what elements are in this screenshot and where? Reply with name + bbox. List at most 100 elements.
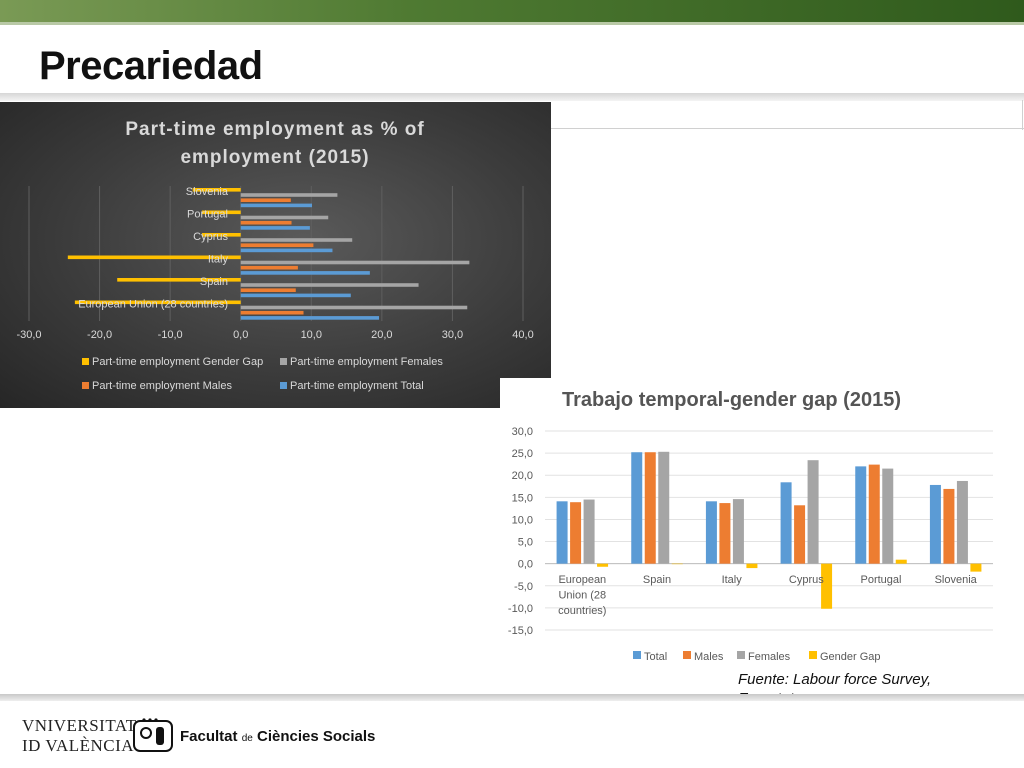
chart1-bar xyxy=(240,288,296,292)
part-time-chart-panel: Part-time employment as % of employment (… xyxy=(0,102,551,408)
content-frame-line xyxy=(551,128,1024,129)
chart1-legend-label: Part-time employment Gender Gap xyxy=(92,356,263,368)
chart2-legend-label: Gender Gap xyxy=(820,651,881,663)
title-divider xyxy=(0,93,1024,101)
chart1-category-label: Cyprus xyxy=(193,231,228,243)
source-line-1: Fuente: Labour force Survey, xyxy=(738,671,932,688)
chart1-legend-swatch xyxy=(280,382,287,389)
chart2-legend-swatch xyxy=(633,651,641,659)
chart2-legend-label: Males xyxy=(694,651,724,663)
chart1-category-label: Spain xyxy=(200,276,228,288)
chart1-title-line-1: Part-time employment as % of xyxy=(125,119,424,140)
chart2-bar xyxy=(597,563,609,567)
chart2-bar xyxy=(570,502,582,564)
chart1-bar xyxy=(240,226,310,230)
university-logo-text: VNIVERSITAT ID VALÈNCIA xyxy=(22,716,137,756)
chart2-legend-label: Females xyxy=(748,651,791,663)
chart1-category-label: Slovenia xyxy=(186,186,229,198)
chart2-bar xyxy=(929,484,941,564)
chart2-bar xyxy=(719,503,731,564)
faculty-word-de: de xyxy=(241,733,253,744)
chart1-bar xyxy=(240,283,419,287)
chart1-legend-label: Part-time employment Females xyxy=(290,356,443,368)
chart1-x-tick-label: 0,0 xyxy=(233,329,248,341)
chart2-y-tick-label: 30,0 xyxy=(512,426,533,438)
chart2-bar xyxy=(658,451,670,564)
chart2-title: Trabajo temporal-gender gap (2015) xyxy=(562,389,901,411)
chart1-bar xyxy=(240,220,292,225)
top-banner-line xyxy=(0,22,1024,25)
chart1-bar xyxy=(240,238,353,242)
chart2-category-label: European xyxy=(558,574,606,586)
chart2-legend-label: Total xyxy=(644,651,667,663)
chart2-bar xyxy=(943,488,955,564)
part-time-chart: Part-time employment as % of employment (… xyxy=(16,119,533,392)
chart1-x-tick-label: 30,0 xyxy=(442,329,463,341)
chart1-bar xyxy=(240,310,304,315)
chart2-legend-swatch xyxy=(683,651,691,659)
chart1-bar xyxy=(201,210,241,215)
chart2-bar xyxy=(583,499,595,564)
faculty-name: Facultat de Ciències Socials xyxy=(180,728,375,745)
chart2-y-tick-label: 20,0 xyxy=(512,470,533,482)
chart2-bar xyxy=(732,499,744,564)
chart2-bar xyxy=(746,563,758,569)
slide-title: Precariedad xyxy=(39,44,263,88)
chart2-bar xyxy=(807,460,819,564)
chart2-bar xyxy=(631,452,643,564)
chart2-bar xyxy=(882,468,894,564)
faculty-emblem-icon xyxy=(133,718,173,752)
chart1-bar xyxy=(240,316,380,320)
university-name-line-2: ID VALÈNCIA xyxy=(22,736,135,755)
chart1-title-line-2: employment (2015) xyxy=(180,147,369,168)
chart1-bar xyxy=(240,305,468,310)
content-frame-edge xyxy=(1022,100,1023,130)
faculty-word-socials: Socials xyxy=(322,728,376,745)
bottom-divider xyxy=(0,694,1024,701)
chart2-bar xyxy=(794,505,806,564)
chart1-legend-swatch xyxy=(82,382,89,389)
chart2-bar xyxy=(895,559,907,564)
chart1-category-label: European Union (28 countries) xyxy=(78,299,228,311)
chart2-bar xyxy=(956,480,968,564)
temporal-chart-panel: Trabajo temporal-gender gap (2015) -15,0 -… xyxy=(500,378,1010,673)
chart2-y-tick-label: 15,0 xyxy=(512,492,533,504)
chart2-bar xyxy=(868,464,880,564)
chart1-bar xyxy=(240,265,298,270)
chart2-y-tick-label: 5,0 xyxy=(518,537,533,549)
chart1-bar xyxy=(192,188,241,192)
chart1-bar xyxy=(240,203,312,208)
temporal-chart: Trabajo temporal-gender gap (2015) -15,0 -… xyxy=(508,389,993,663)
chart1-legend-label: Part-time employment Males xyxy=(92,380,232,392)
chart1-x-tick-label: -30,0 xyxy=(16,329,41,341)
chart2-bar xyxy=(970,563,982,572)
chart1-bar xyxy=(201,233,241,237)
chart1-x-tick-label: -10,0 xyxy=(158,329,183,341)
chart2-y-tick-label: -15,0 xyxy=(508,625,533,637)
chart2-category-label: Spain xyxy=(643,574,671,586)
chart1-category-label: Portugal xyxy=(187,209,228,221)
chart1-bar xyxy=(240,215,329,220)
chart1-bar xyxy=(67,255,241,260)
university-name-line-1: VNIVERSITAT xyxy=(22,716,137,735)
chart1-x-tick-label: 10,0 xyxy=(301,329,322,341)
chart2-bar xyxy=(644,452,656,564)
chart2-y-tick-label: 10,0 xyxy=(512,514,533,526)
faculty-word-ciencies: Ciències xyxy=(256,728,319,745)
chart1-x-tick-label: -20,0 xyxy=(87,329,112,341)
chart2-bar xyxy=(780,482,792,564)
chart1-bar xyxy=(117,278,241,282)
chart2-category-label: Portugal xyxy=(861,574,902,586)
chart1-bar xyxy=(240,260,470,265)
chart2-category-label: Cyprus xyxy=(789,574,824,586)
chart1-legend-swatch xyxy=(280,358,287,365)
chart2-y-tick-label: 25,0 xyxy=(512,448,533,460)
chart1-legend-label: Part-time employment Total xyxy=(290,380,424,392)
chart1-bar xyxy=(240,271,370,275)
chart1-x-tick-label: 20,0 xyxy=(371,329,392,341)
chart2-bar xyxy=(556,501,568,564)
chart2-y-tick-label: -10,0 xyxy=(508,603,533,615)
chart1-bar xyxy=(240,243,314,247)
chart1-bar xyxy=(240,293,351,298)
chart2-legend-swatch xyxy=(737,651,745,659)
